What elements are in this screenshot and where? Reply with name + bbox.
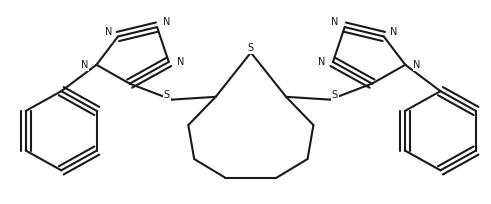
Text: N: N (318, 57, 325, 67)
Text: N: N (177, 57, 184, 67)
Text: N: N (331, 17, 339, 27)
Text: N: N (163, 17, 170, 27)
Text: N: N (81, 60, 88, 70)
Text: S: S (332, 90, 338, 100)
Text: N: N (390, 27, 397, 37)
Text: N: N (105, 27, 112, 37)
Text: S: S (248, 43, 254, 53)
Text: N: N (413, 60, 421, 70)
Text: S: S (164, 90, 170, 100)
